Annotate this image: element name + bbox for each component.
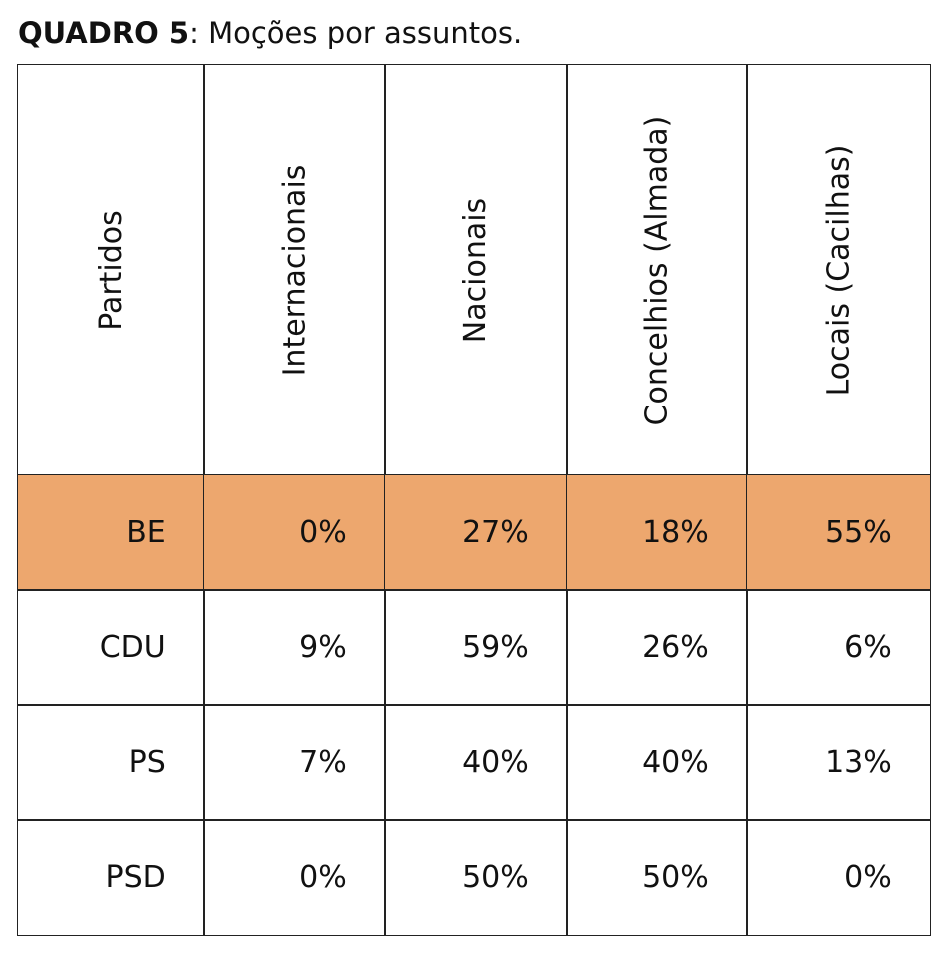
header-text: Internacionais <box>277 164 312 376</box>
table-cell: 26% <box>566 589 748 706</box>
header-cell: Partidos <box>17 64 205 476</box>
header-text: Locais (Cacilhas) <box>821 144 857 396</box>
table-cell: CDU <box>17 589 205 706</box>
title-text: : Moções por assuntos. <box>189 16 523 50</box>
table: Partidos Internacionais Nacionais Concelhio… <box>17 64 931 936</box>
title: QUADRO 5: Moções por assuntos. <box>18 16 522 50</box>
header-cell: Locais (Cacilhas) <box>746 64 931 476</box>
table-cell: 55% <box>746 474 931 591</box>
header-cell: Internacionais <box>203 64 386 476</box>
table-cell: 9% <box>203 589 386 706</box>
table-cell: 59% <box>384 589 568 706</box>
table-cell: 0% <box>203 819 386 936</box>
table-cell: 18% <box>566 474 748 591</box>
header-cell: Concelhios (Almada) <box>566 64 748 476</box>
table-cell: 13% <box>746 704 931 821</box>
table-cell: 7% <box>203 704 386 821</box>
table-cell: 27% <box>384 474 568 591</box>
header-cell: Nacionais <box>384 64 568 476</box>
table-cell: 50% <box>384 819 568 936</box>
header-text: Concelhios (Almada) <box>639 115 675 425</box>
table-cell: BE <box>17 474 205 591</box>
header-text: Nacionais <box>458 197 494 343</box>
table-cell: PS <box>17 704 205 821</box>
table-cell: 40% <box>384 704 568 821</box>
table-cell: 50% <box>566 819 748 936</box>
table-cell: 6% <box>746 589 931 706</box>
table-cell: PSD <box>17 819 205 936</box>
table-cell: 0% <box>746 819 931 936</box>
table-cell: 40% <box>566 704 748 821</box>
title-label: QUADRO 5 <box>18 16 190 50</box>
header-text: Partidos <box>93 209 129 331</box>
table-cell: 0% <box>203 474 386 591</box>
